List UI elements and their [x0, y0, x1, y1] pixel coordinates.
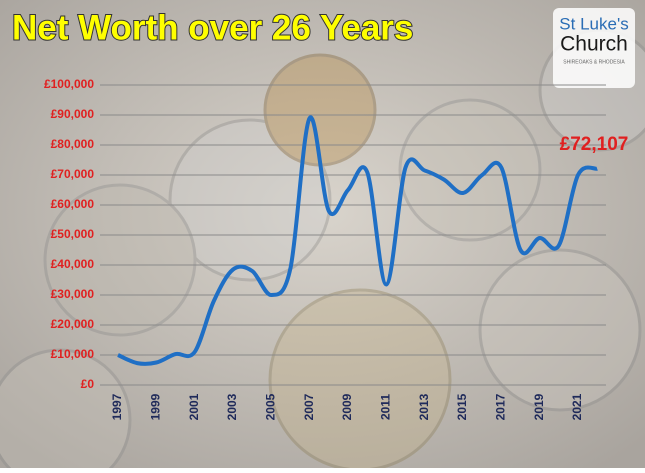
- x-tick-label: 2021: [570, 393, 584, 420]
- y-tick-label: £90,000: [51, 107, 95, 121]
- x-tick-label: 2007: [302, 393, 316, 420]
- y-tick-label: £0: [81, 377, 95, 391]
- logo-line: Church: [560, 33, 628, 56]
- logo-line: St Luke's: [559, 14, 628, 33]
- annotation: £72,107: [560, 134, 629, 155]
- x-tick-label: 2003: [225, 393, 239, 420]
- y-tick-label: £100,000: [44, 77, 94, 91]
- x-tick-label: 2015: [455, 393, 469, 420]
- y-tick-label: £10,000: [51, 347, 95, 361]
- x-tick-label: 2005: [264, 393, 278, 420]
- x-tick-label: 2011: [379, 394, 393, 420]
- x-tick-label: 2013: [417, 393, 431, 420]
- x-tick-label: 2001: [187, 393, 201, 420]
- y-tick-label: £80,000: [51, 137, 95, 151]
- chart: St Luke's Church SHIREOAKS & RHODESIA Ne…: [0, 0, 645, 468]
- page: St Luke's Church SHIREOAKS & RHODESIA Ne…: [0, 0, 645, 473]
- y-tick-label: £50,000: [51, 227, 95, 241]
- y-tick-label: £30,000: [51, 287, 95, 301]
- y-tick-label: £60,000: [51, 197, 95, 211]
- x-tick-label: 1997: [110, 393, 124, 420]
- x-tick-label: 2017: [494, 393, 508, 420]
- x-tick-label: 2009: [340, 393, 354, 420]
- x-tick-label: 1999: [149, 393, 163, 420]
- logo-subtitle: SHIREOAKS & RHODESIA: [563, 59, 625, 65]
- y-tick-label: £70,000: [51, 167, 95, 181]
- y-tick-label: £40,000: [51, 257, 95, 271]
- y-tick-label: £20,000: [51, 317, 95, 331]
- chart-title: Net Worth over 26 Years: [12, 8, 413, 47]
- x-tick-label: 2019: [532, 393, 546, 420]
